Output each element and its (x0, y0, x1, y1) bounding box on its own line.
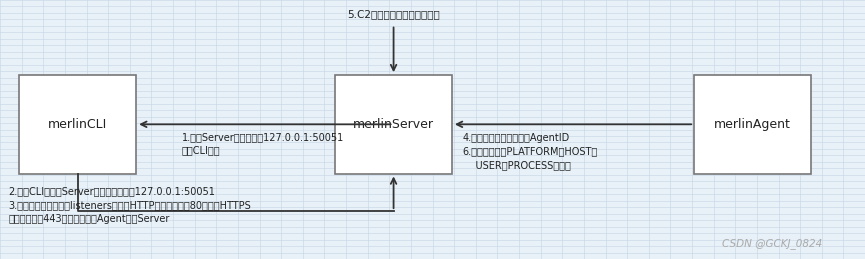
Text: 1.启动Server，默认监听127.0.0.1:50051
等待CLI连接: 1.启动Server，默认监听127.0.0.1:50051 等待CLI连接 (182, 132, 344, 155)
Bar (336, 75, 452, 174)
Bar (19, 75, 137, 174)
Text: 2.启动CLI，连接Server，默认连接地址127.0.0.1:50051
3.启动选定协议并启动listeners监听（HTTP协议默认使用80端口，HTT: 2.启动CLI，连接Server，默认连接地址127.0.0.1:50051 3… (9, 186, 252, 225)
Bar (695, 75, 811, 174)
Text: merlinServer: merlinServer (353, 118, 434, 131)
Text: 5.C2验证请求包是否符合要求: 5.C2验证请求包是否符合要求 (347, 9, 440, 19)
Text: 4.连接监听地址，并返回AgentID
6.传输受控机的PLATFORM、HOST、
    USER、PROCESS等信息: 4.连接监听地址，并返回AgentID 6.传输受控机的PLATFORM、HOS… (463, 133, 598, 170)
Text: merlinCLI: merlinCLI (48, 118, 107, 131)
Text: merlinAgent: merlinAgent (714, 118, 791, 131)
Text: CSDN @GCKJ_0824: CSDN @GCKJ_0824 (722, 238, 823, 249)
